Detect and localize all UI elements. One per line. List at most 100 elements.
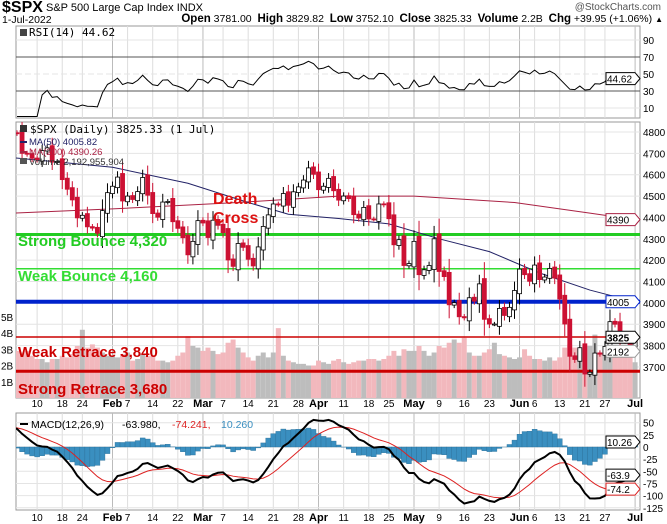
candle	[290, 184, 296, 215]
candle	[170, 188, 176, 233]
macd-histogram-bar	[19, 446, 25, 452]
macd-histogram-bar	[335, 444, 342, 448]
candle	[280, 186, 286, 213]
candle-body	[311, 166, 316, 175]
candle	[125, 191, 130, 206]
date-tick-bottom: 21	[268, 513, 280, 524]
macd-legend-value: -63.980,	[122, 419, 161, 431]
macd-histogram-bar	[592, 446, 598, 462]
ma200-tag: 4390	[607, 216, 630, 227]
candle-legend-icon	[20, 125, 27, 132]
candle	[497, 300, 502, 335]
price-legend: $SPX (Daily) 3825.33 (1 Jul)	[30, 123, 215, 136]
macd-histogram-bar	[557, 438, 563, 448]
macd-signal-tag: -74.2	[607, 485, 630, 496]
candle	[270, 197, 276, 224]
macd-histogram-bar	[602, 446, 608, 455]
candle	[250, 253, 256, 271]
macd-histogram-bar	[330, 440, 337, 448]
volume-bar	[180, 352, 186, 398]
date-tick-top: Mar	[193, 398, 213, 410]
macd-histogram-bar	[265, 437, 271, 448]
macd-histogram-bar	[250, 446, 256, 451]
candle	[331, 169, 337, 198]
macd-histogram-bar	[466, 446, 472, 458]
date-tick-bottom: 28	[293, 513, 305, 524]
candle-body	[64, 177, 70, 190]
volume-bar	[361, 360, 367, 398]
macd-histogram-bar	[587, 446, 593, 466]
date-tick-top: 27	[599, 399, 611, 410]
candle-body	[145, 174, 151, 196]
candle-body	[336, 188, 342, 201]
volume-bar	[476, 355, 482, 398]
ma50-tag: 4005	[607, 298, 630, 309]
price-axis-label: 3900	[643, 320, 666, 331]
macd-histogram-bar	[220, 444, 226, 448]
volume-bar	[632, 362, 638, 398]
date-tick-bottom: 23	[484, 513, 496, 524]
candle-body	[381, 203, 387, 206]
candle	[321, 182, 326, 194]
candle-body	[120, 173, 125, 202]
macd-signal-tag-box	[605, 482, 641, 496]
candle	[64, 172, 70, 196]
date-tick-top: 21	[268, 399, 280, 410]
date-tick-bottom: 7	[220, 513, 226, 524]
macd-histogram-bar	[531, 429, 538, 448]
date-tick-top: 21	[579, 399, 591, 410]
candle-body	[592, 352, 598, 376]
candle-body	[532, 264, 537, 285]
candle	[391, 202, 397, 258]
volume-bar	[391, 350, 397, 398]
rsi-axis-label: 30	[643, 87, 655, 98]
macd-histogram-bar	[215, 444, 221, 448]
volume-bar	[341, 362, 347, 398]
volume-bar	[280, 355, 286, 398]
candle-body	[441, 270, 447, 278]
candle	[190, 233, 196, 265]
volume-bar	[537, 359, 543, 398]
candle-body	[497, 308, 502, 327]
candle	[517, 258, 522, 305]
candle	[44, 144, 50, 155]
macd-histogram-bar	[84, 446, 91, 467]
date-tick-bottom: 25	[383, 513, 395, 524]
macd-histogram-bar	[421, 446, 427, 463]
volume-bar	[230, 339, 236, 398]
candle	[180, 221, 186, 244]
candle-body	[270, 203, 276, 217]
candle	[301, 175, 306, 193]
macd-axis-label: -100	[643, 492, 663, 503]
date-tick-top: 7	[220, 399, 226, 410]
candle	[381, 201, 387, 208]
volume-bar	[305, 365, 311, 398]
rsi-axis-label: 50	[643, 70, 655, 81]
date-tick-bottom: 13	[554, 513, 566, 524]
candle-body	[471, 296, 477, 302]
macd-histogram-bar	[436, 446, 442, 455]
candle	[401, 223, 407, 279]
volume-bar	[285, 360, 291, 398]
candle	[461, 314, 467, 321]
volume-bar	[99, 352, 105, 398]
candle	[527, 268, 532, 287]
macd-histogram-bar	[511, 439, 518, 448]
candle-body	[84, 213, 90, 228]
candle	[371, 216, 377, 222]
candle	[612, 318, 618, 328]
volume-axis-label: 5B	[1, 313, 14, 324]
macd-histogram-bar	[481, 446, 488, 451]
date-tick-top: 16	[459, 399, 471, 410]
candle-body	[517, 268, 522, 295]
candle	[326, 173, 331, 193]
macd-histogram-bar	[149, 442, 156, 448]
candle-body	[612, 320, 618, 325]
macd-histogram-bar	[476, 446, 483, 450]
candle	[491, 321, 497, 327]
candle-body	[285, 191, 291, 206]
volume-bar	[120, 354, 126, 398]
date-tick-bottom: 11	[338, 513, 349, 524]
candle	[84, 206, 90, 234]
macd-histogram-bar	[175, 446, 181, 450]
